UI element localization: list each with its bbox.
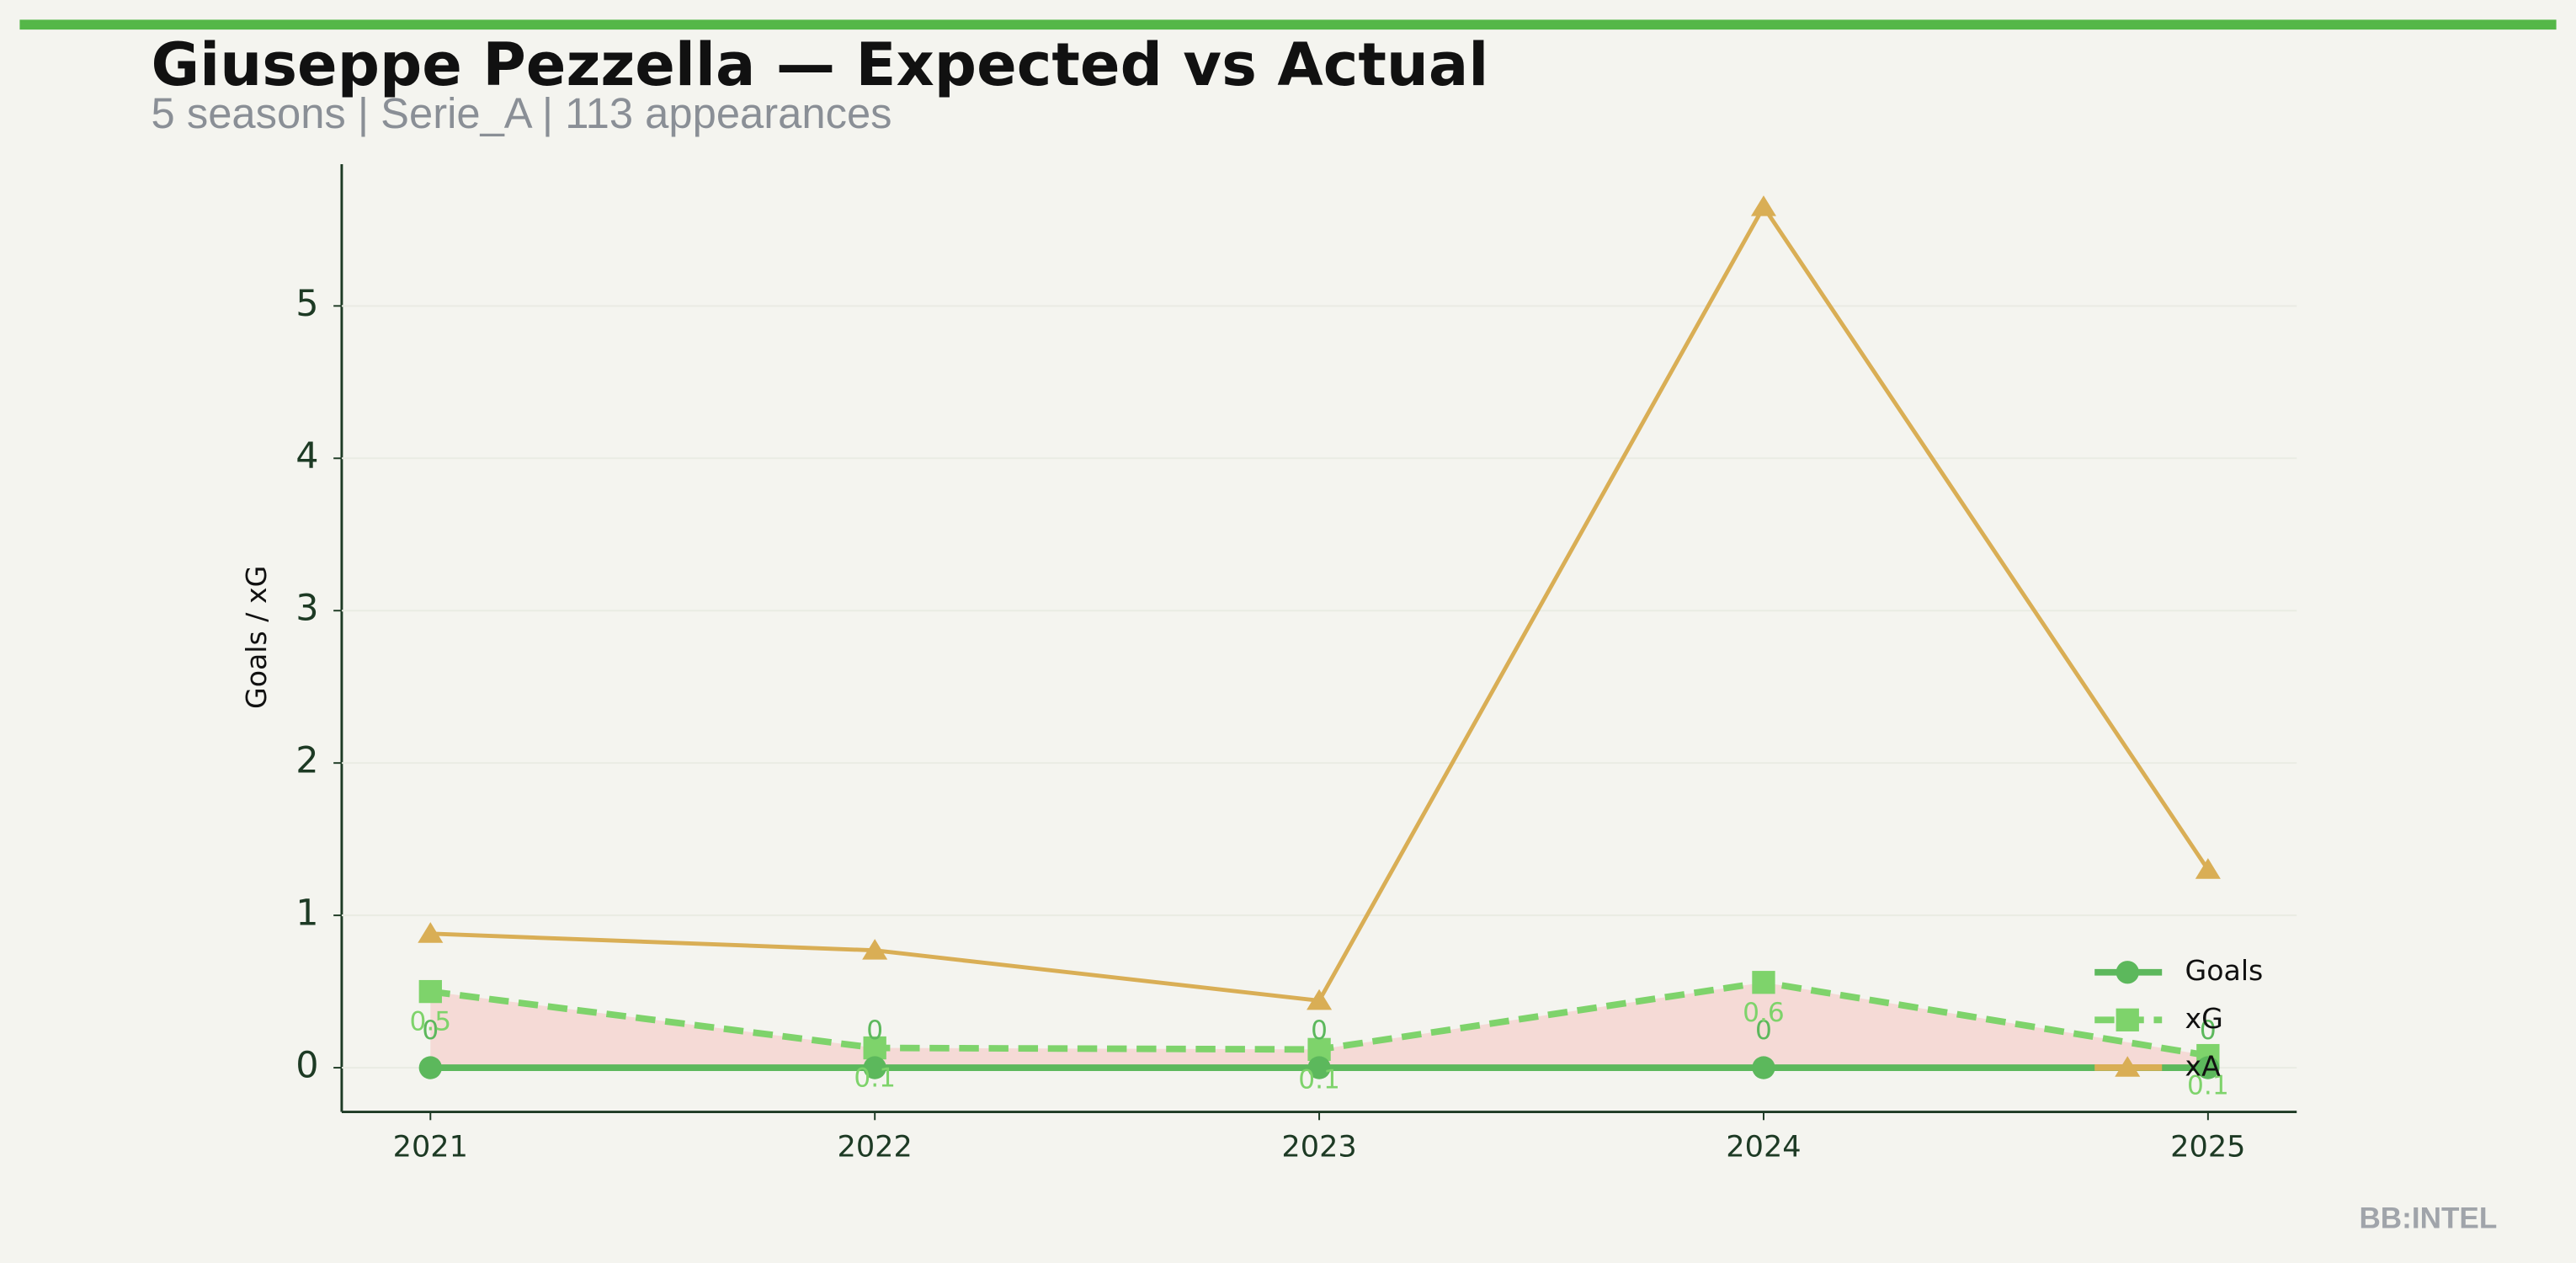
legend-marker xyxy=(2116,1008,2139,1031)
x-tick-label: 2022 xyxy=(837,1129,912,1164)
point xyxy=(1307,989,1333,1010)
x-tick-label: 2021 xyxy=(393,1129,468,1164)
data-label: 0.1 xyxy=(854,1063,896,1094)
data-label: 0 xyxy=(422,1015,439,1046)
chart-subtitle: 5 seasons | Serie_A | 113 appearances xyxy=(152,89,892,137)
data-label: 0 xyxy=(1755,1015,1772,1046)
point xyxy=(418,979,442,1004)
y-tick-label: 2 xyxy=(295,740,318,782)
point xyxy=(1307,1056,1331,1079)
y-tick-label: 5 xyxy=(295,283,318,325)
point xyxy=(862,939,888,960)
legend-label: xA xyxy=(2185,1049,2222,1082)
point xyxy=(1752,971,1775,994)
x-tick-label: 2024 xyxy=(1726,1129,1801,1164)
shaded-area xyxy=(430,982,2208,1068)
data-label: 0.6 xyxy=(1743,998,1785,1028)
point xyxy=(863,1036,886,1060)
point xyxy=(2196,1056,2220,1079)
top-bar xyxy=(19,19,2557,30)
data-label: 0 xyxy=(1311,1015,1328,1046)
point xyxy=(2195,858,2221,879)
data-label: 0.1 xyxy=(1298,1064,1340,1095)
x-tick-label: 2025 xyxy=(2170,1129,2245,1164)
y-tick-label: 0 xyxy=(295,1045,318,1087)
point xyxy=(1752,1056,1775,1079)
point xyxy=(418,1056,442,1079)
y-tick-label: 1 xyxy=(295,893,318,935)
y-tick-label: 4 xyxy=(295,435,318,477)
legend-marker xyxy=(2115,1056,2141,1077)
data-label: 0 xyxy=(2200,1015,2217,1046)
y-axis-label: Goals / xG xyxy=(240,566,273,709)
point xyxy=(1750,195,1776,216)
point xyxy=(863,1056,886,1079)
x-tick-label: 2023 xyxy=(1281,1129,1356,1164)
point xyxy=(418,922,444,943)
legend-label: Goals xyxy=(2185,954,2264,987)
chart-title: Giuseppe Pezzella — Expected vs Actual xyxy=(152,30,1489,99)
y-tick-label: 3 xyxy=(295,588,318,630)
data-label: 0.5 xyxy=(409,1007,451,1037)
legend-label: xG xyxy=(2185,1002,2223,1035)
data-label: 0.1 xyxy=(2187,1071,2229,1101)
watermark: BB:INTEL xyxy=(2359,1202,2497,1235)
legend-marker xyxy=(2116,961,2139,984)
data-label: 0 xyxy=(866,1015,883,1046)
